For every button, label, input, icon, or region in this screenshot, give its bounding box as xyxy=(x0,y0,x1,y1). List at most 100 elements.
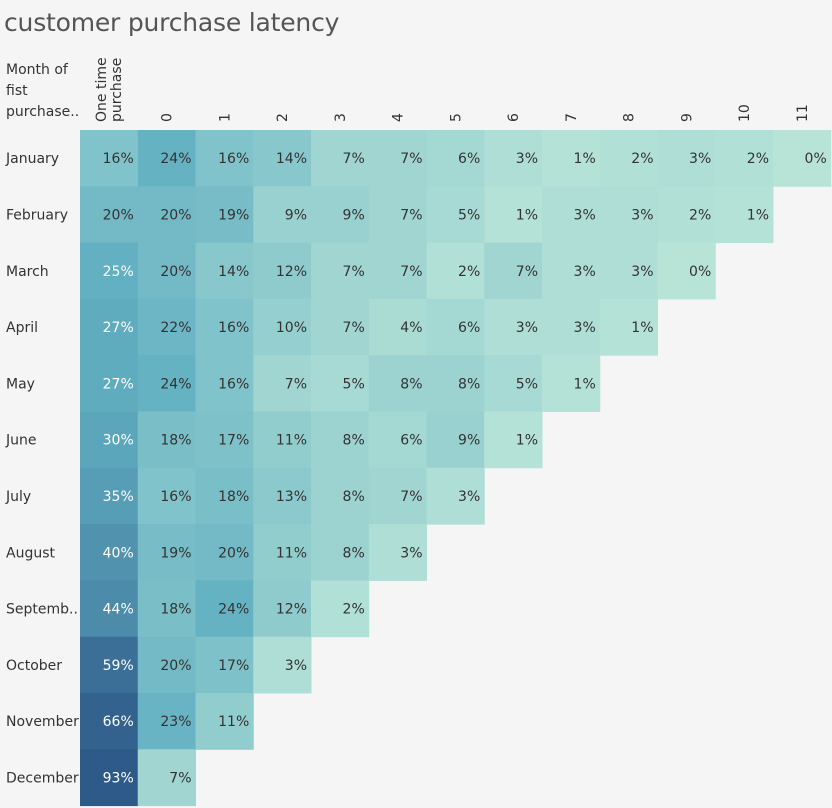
heatmap-cell-label: 14% xyxy=(276,151,307,167)
heatmap-cell xyxy=(426,298,485,356)
heatmap-cell xyxy=(368,298,427,356)
heatmap-cell-label: 5% xyxy=(458,207,480,223)
heatmap-cell xyxy=(542,298,601,356)
heatmap-cell xyxy=(715,130,774,187)
column-header-9: 8 xyxy=(622,113,638,122)
heatmap-cell xyxy=(137,242,196,300)
heatmap-cell-label: 2% xyxy=(747,151,769,167)
heatmap-cell xyxy=(311,298,370,356)
heatmap-cell-label: 5% xyxy=(516,376,538,392)
heatmap-cell xyxy=(599,186,658,244)
heatmap-cell-label: 9% xyxy=(285,207,307,223)
heatmap-cell xyxy=(253,411,312,469)
heatmap-cell-label: 7% xyxy=(343,151,365,167)
heatmap-cell xyxy=(137,636,196,694)
heatmap-cell-label: 3% xyxy=(631,207,653,223)
heatmap-cell xyxy=(137,130,196,187)
heatmap-cell-label: 8% xyxy=(343,433,365,449)
row-label: February xyxy=(6,207,68,223)
heatmap-cell xyxy=(195,355,254,412)
heatmap-cell-label: 3% xyxy=(689,151,711,167)
heatmap-cell xyxy=(542,130,601,187)
heatmap-cell-label: 11% xyxy=(276,433,307,449)
column-header-label: 1 xyxy=(217,113,233,122)
heatmap-cell xyxy=(253,467,312,525)
heatmap-cell-label: 0% xyxy=(805,151,827,167)
heatmap-cell-label: 3% xyxy=(631,264,653,280)
heatmap-cell xyxy=(368,186,427,244)
chart-title: customer purchase latency xyxy=(4,8,340,37)
heatmap-cell-label: 35% xyxy=(103,489,134,505)
heatmap-cell-label: 8% xyxy=(343,489,365,505)
heatmap-cell-label: 27% xyxy=(103,376,134,392)
column-header-label: 11 xyxy=(795,104,811,122)
heatmap-cell-label: 1% xyxy=(574,376,596,392)
heatmap-cell xyxy=(80,693,139,750)
heatmap-cell xyxy=(195,298,254,356)
heatmap-cell xyxy=(137,411,196,469)
heatmap-cell xyxy=(368,242,427,300)
heatmap-cell-label: 8% xyxy=(343,545,365,561)
heatmap-cell-label: 16% xyxy=(103,151,134,167)
heatmap-cell xyxy=(195,467,254,525)
column-header-label: purchase xyxy=(109,58,125,122)
heatmap-cell-label: 2% xyxy=(458,264,480,280)
row-label: Septemb.. xyxy=(6,602,78,618)
heatmap-cell-label: 3% xyxy=(285,658,307,674)
heatmap-cell xyxy=(137,467,196,525)
heatmap-cell xyxy=(80,636,139,694)
heatmap-cell xyxy=(484,242,543,300)
heatmap-cell xyxy=(542,186,601,244)
heatmap-cell xyxy=(368,130,427,187)
heatmap-cell-label: 19% xyxy=(160,545,191,561)
heatmap-cell xyxy=(657,186,716,244)
heatmap-cell xyxy=(542,242,601,300)
heatmap-cell xyxy=(657,242,716,300)
heatmap-cell xyxy=(80,524,139,581)
heatmap-cell xyxy=(80,749,139,807)
heatmap-cell xyxy=(773,130,832,187)
row-label: June xyxy=(5,433,37,449)
column-header-label: One time xyxy=(94,57,110,122)
heatmap-cell-label: 14% xyxy=(218,264,249,280)
heatmap-cell-label: 8% xyxy=(458,376,480,392)
row-label: November xyxy=(6,714,79,730)
heatmap-cell-label: 18% xyxy=(160,433,191,449)
heatmap-cell-label: 16% xyxy=(218,320,249,336)
heatmap-cell-label: 6% xyxy=(400,433,422,449)
row-label: July xyxy=(5,489,31,505)
heatmap-cell-label: 3% xyxy=(400,545,422,561)
column-header-4: 3 xyxy=(333,113,349,122)
heatmap-cell-label: 1% xyxy=(516,433,538,449)
heatmap-cell-label: 12% xyxy=(276,264,307,280)
heatmap-cell-label: 22% xyxy=(160,320,191,336)
column-header-2: 1 xyxy=(217,113,233,122)
column-header-label: 8 xyxy=(622,113,638,122)
heatmap-cell xyxy=(426,186,485,244)
heatmap-cell-label: 20% xyxy=(160,264,191,280)
heatmap-cell xyxy=(137,355,196,412)
heatmap-cell-label: 17% xyxy=(218,658,249,674)
column-header-label: 6 xyxy=(506,113,522,122)
heatmap-cell-label: 7% xyxy=(400,151,422,167)
heatmap-cell xyxy=(195,186,254,244)
heatmap-cell-label: 20% xyxy=(160,207,191,223)
heatmap-cell xyxy=(542,355,601,412)
row-label: April xyxy=(6,320,38,336)
heatmap-cell xyxy=(368,467,427,525)
heatmap-cell xyxy=(484,298,543,356)
heatmap-cell xyxy=(195,636,254,694)
heatmap-cell xyxy=(195,242,254,300)
heatmap-cell-label: 7% xyxy=(400,264,422,280)
heatmap-cell-label: 16% xyxy=(218,151,249,167)
heatmap-cell xyxy=(657,130,716,187)
heatmap-cell-label: 16% xyxy=(160,489,191,505)
heatmap-cell xyxy=(599,242,658,300)
heatmap-cell-label: 7% xyxy=(343,264,365,280)
column-header-5: 4 xyxy=(391,113,407,122)
heatmap-cell-label: 11% xyxy=(276,545,307,561)
heatmap-cell xyxy=(484,355,543,412)
heatmap-cell-label: 5% xyxy=(343,376,365,392)
heatmap-cell xyxy=(137,749,196,807)
